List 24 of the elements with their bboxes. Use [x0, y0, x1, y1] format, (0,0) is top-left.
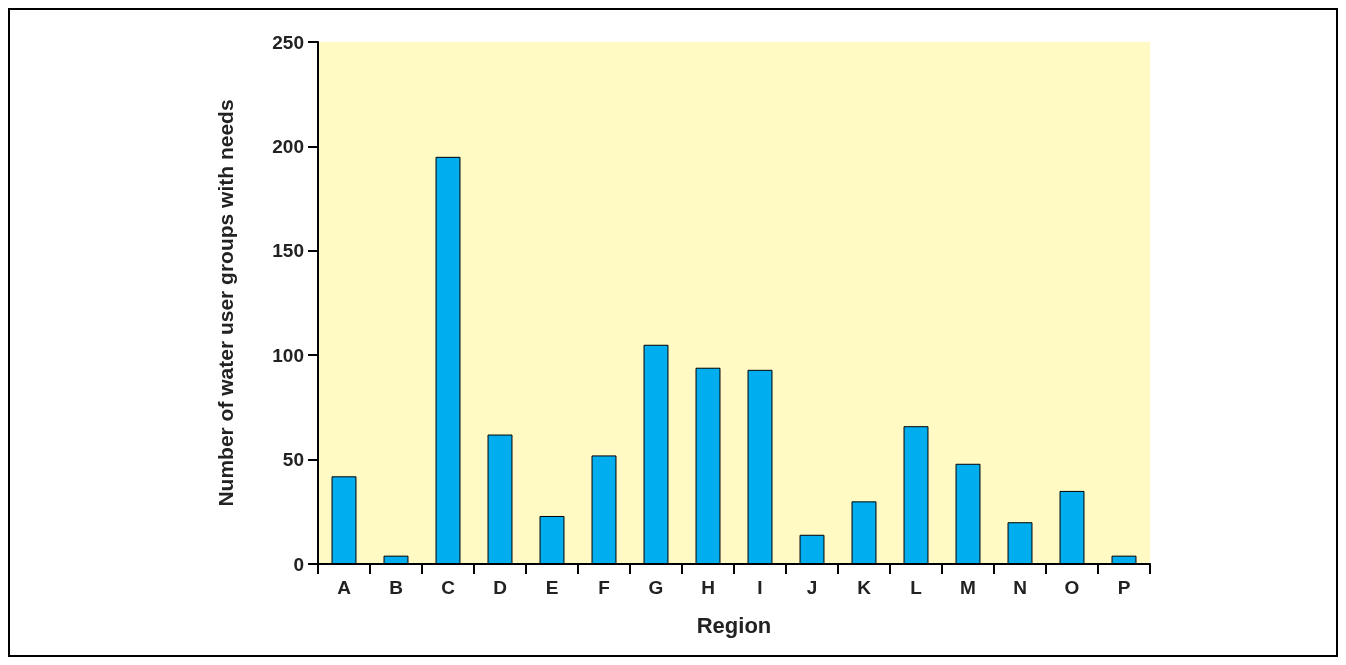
x-tick-label: O: [1064, 577, 1080, 598]
x-tick-label: I: [757, 577, 763, 598]
y-axis-title: Number of water user groups with needs: [214, 99, 237, 507]
x-tick-label: A: [337, 577, 352, 598]
y-tick-label: 50: [282, 449, 304, 471]
x-tick-label: L: [910, 577, 923, 598]
x-axis-title: Region: [696, 612, 772, 638]
x-tick-label: N: [1013, 577, 1027, 598]
x-tick-label: J: [806, 577, 818, 598]
x-tick-label: B: [389, 577, 403, 598]
x-tick-label: H: [701, 577, 715, 598]
x-tick-label: G: [648, 577, 664, 598]
x-tick-label: P: [1117, 577, 1131, 598]
y-tick-label: 150: [272, 240, 304, 262]
x-tick-label: F: [598, 577, 610, 598]
x-tick-label: E: [545, 577, 559, 598]
x-tick-label: C: [441, 577, 456, 598]
x-tick-label: M: [960, 577, 976, 598]
y-tick-label: 250: [272, 31, 304, 53]
x-tick-label: K: [857, 577, 872, 598]
x-tick-label: D: [493, 577, 507, 598]
y-tick-label: 0: [293, 553, 304, 575]
y-tick-label: 100: [272, 344, 304, 366]
y-tick-label: 200: [272, 135, 304, 157]
